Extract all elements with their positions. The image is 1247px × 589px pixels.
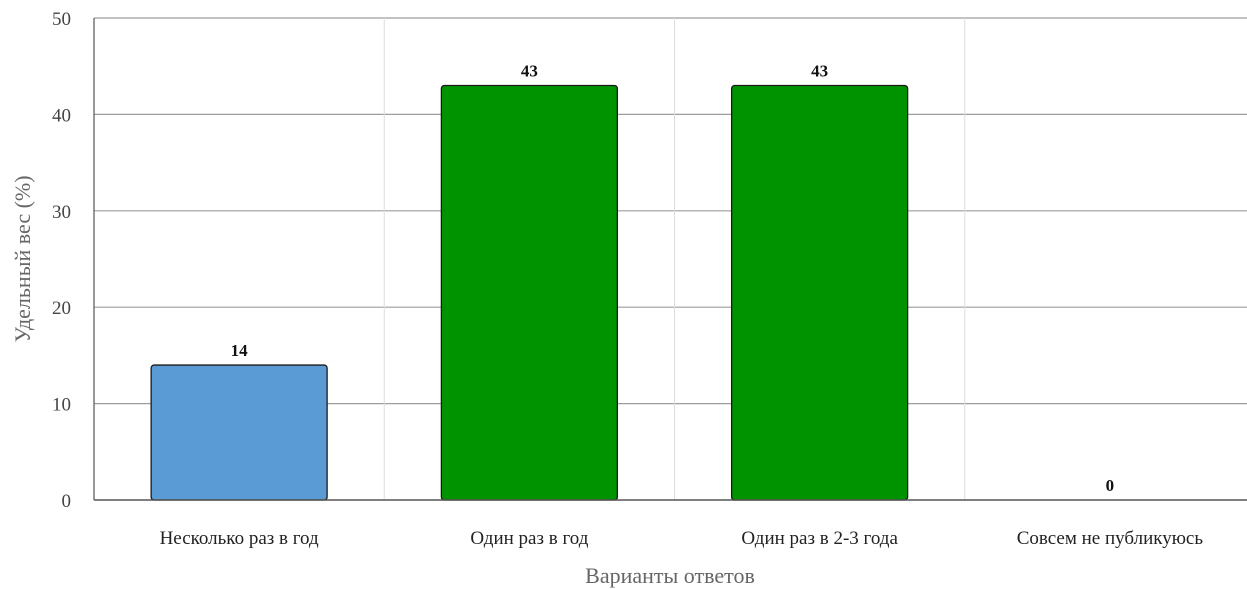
x-tick-label: Совсем не публикуюсь: [1017, 528, 1204, 549]
data-label: 43: [811, 61, 828, 80]
y-tick-label: 10: [52, 395, 71, 416]
x-tick-label: Несколько раз в год: [160, 528, 319, 549]
y-tick-label: 50: [52, 9, 71, 30]
data-labels: 14 43 43 0: [231, 61, 1115, 495]
x-axis-title: Варианты ответов: [585, 563, 755, 588]
category-separators: [383, 18, 966, 500]
bar: [150, 364, 328, 501]
bar: [440, 84, 619, 501]
y-tick-label: 0: [62, 491, 72, 512]
data-label: 14: [231, 341, 249, 360]
bar: [730, 84, 909, 501]
y-tick-label: 30: [52, 202, 71, 223]
data-label: 0: [1106, 476, 1115, 495]
x-tick-label: Один раз в год: [470, 528, 588, 549]
grid-layer: [94, 17, 1247, 405]
bars: [150, 84, 909, 501]
y-axis-title: Удельный вес (%): [10, 175, 35, 342]
y-tick-label: 20: [52, 298, 71, 319]
x-tick-label: Один раз в 2-3 года: [741, 528, 898, 549]
x-tick-labels: Несколько раз в год Один раз в год Один ра…: [160, 528, 1204, 549]
y-tick-label: 40: [52, 105, 71, 126]
y-tick-labels: 0 10 20 30 40 50: [52, 9, 71, 512]
axes: [93, 18, 1247, 501]
data-label: 43: [521, 61, 538, 80]
